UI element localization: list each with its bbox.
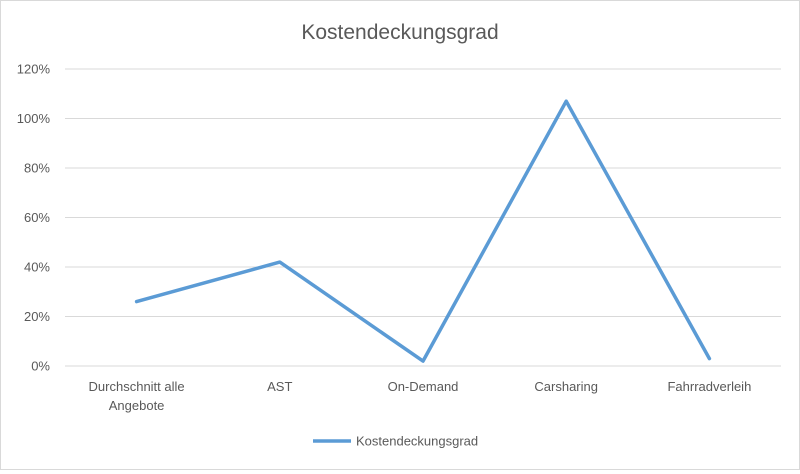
series-layer — [134, 99, 712, 363]
x-category-label: On-Demand — [388, 379, 459, 394]
x-category-label: Fahrradverleih — [667, 379, 751, 394]
y-tick-label: 80% — [24, 161, 50, 176]
y-tick-label: 100% — [17, 111, 51, 126]
y-tick-label: 120% — [17, 62, 51, 77]
gridlines — [65, 68, 781, 367]
y-tick-label: 20% — [24, 309, 50, 324]
chart-title: Kostendeckungsgrad — [301, 21, 498, 44]
legend-label: Kostendeckungsgrad — [356, 434, 478, 449]
legend: Kostendeckungsgrad — [313, 434, 478, 449]
x-category-label: Carsharing — [534, 379, 598, 394]
x-category-label: AST — [267, 379, 292, 394]
y-axis-tick-labels: 0% 20% 40% 60% 80% 100% 120% — [17, 62, 51, 374]
y-tick-label: 60% — [24, 210, 50, 225]
y-tick-label: 0% — [31, 359, 50, 374]
y-tick-label: 40% — [24, 260, 50, 275]
x-axis-category-labels: Durchschnitt alle Angebote AST On-Demand Car… — [89, 379, 752, 413]
x-category-label: Durchschnitt alle Angebote — [89, 379, 185, 413]
series-line — [134, 99, 712, 363]
